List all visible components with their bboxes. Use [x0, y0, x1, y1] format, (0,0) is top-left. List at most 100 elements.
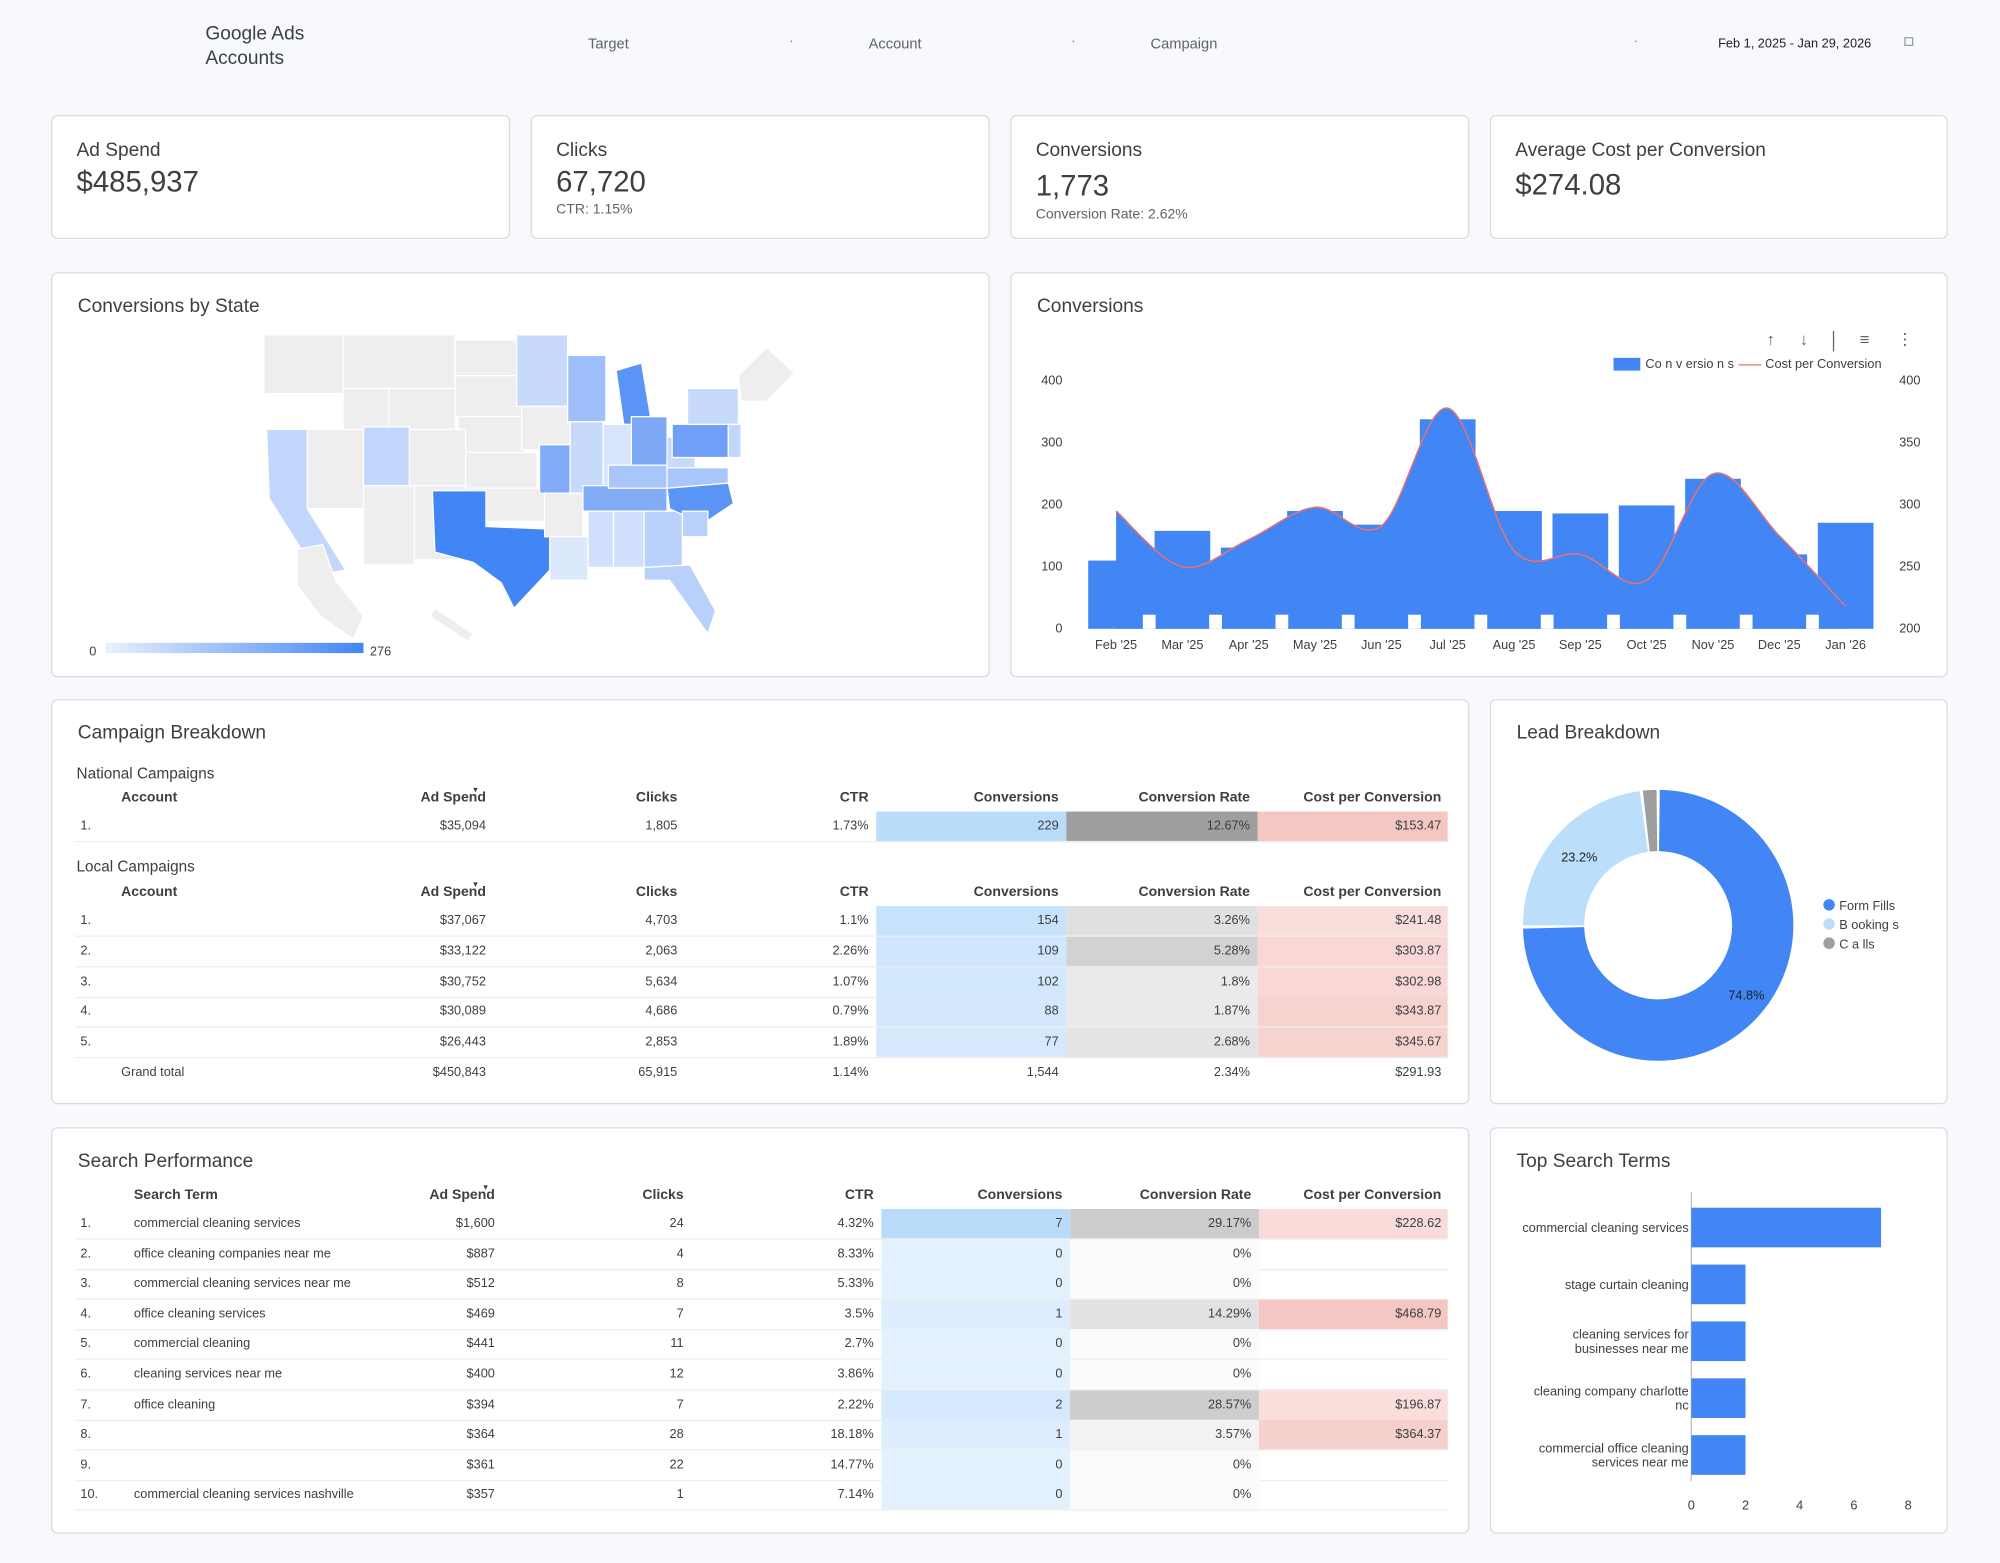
- state-utah: [362, 426, 411, 487]
- state-nebraska: [457, 415, 528, 454]
- filter-icon[interactable]: ≡: [1859, 329, 1870, 349]
- conversions-heat-cell: [881, 1480, 1071, 1510]
- cell-rate: 0%: [1232, 1337, 1252, 1352]
- row-divider: [75, 1026, 1448, 1029]
- state-illinois: [569, 421, 604, 494]
- date-calendar-icon[interactable]: [1904, 37, 1914, 47]
- cell-clicks: 1,805: [645, 819, 678, 834]
- sort-ascending-icon[interactable]: ↑: [1766, 329, 1775, 349]
- column-header-search-term: Search Term: [133, 1187, 218, 1203]
- map-legend-gradient: [105, 642, 364, 654]
- filter-campaign-dropdown-icon[interactable]: ·: [1633, 34, 1638, 48]
- date-range-picker[interactable]: Feb 1, 2025 - Jan 29, 2026: [1718, 37, 1872, 52]
- conversion-rate-heat-cell: [1066, 811, 1258, 843]
- state-montana: [342, 334, 456, 390]
- campaign-table: Account Ad Spend Clicks CTR Conversions Conve…: [52, 700, 1470, 1105]
- cell-ctr: 0.79%: [832, 1005, 869, 1020]
- cell-cost: $241.48: [1395, 913, 1442, 928]
- state-shapes: [263, 334, 796, 643]
- x-tick-label: Oct '25: [1627, 637, 1667, 652]
- x-tick-label: Jun '25: [1361, 637, 1402, 652]
- bar-gap: [1607, 614, 1620, 629]
- legend-label-conversions: Co n v ersio n s: [1645, 357, 1735, 372]
- cell-spend: $364: [466, 1427, 495, 1442]
- cell-cost: $468.79: [1395, 1307, 1442, 1322]
- grand-total-ctr: 1.14%: [832, 1065, 869, 1080]
- row-divider: [75, 1238, 1448, 1240]
- map-legend-min: 0: [89, 645, 97, 660]
- state-alabama: [612, 510, 645, 569]
- card-title: Conversions: [1036, 295, 1144, 317]
- more-options-icon[interactable]: ⋮: [1896, 329, 1914, 349]
- cell-clicks: 4,686: [645, 1005, 678, 1020]
- legend-label-cost: Cost per Conversion: [1765, 357, 1882, 372]
- cell-rate: 12.67%: [1206, 819, 1250, 834]
- sort-indicator-icon: ▾: [473, 785, 478, 795]
- kpi-label: Average Cost per Conversion: [1515, 139, 1766, 162]
- row-divider: [75, 1509, 1448, 1512]
- kpi-value: 1,773: [1035, 168, 1110, 202]
- x-tick-label: Jan '26: [1825, 637, 1866, 652]
- sort-descending-icon[interactable]: ↓: [1799, 329, 1809, 349]
- cell-rate: 3.57%: [1215, 1427, 1252, 1442]
- cell-conv: 0: [1055, 1276, 1063, 1292]
- conversions-heat-cell: [876, 936, 1067, 968]
- row-number: 1.: [80, 1216, 91, 1231]
- cell-conv: 0: [1055, 1367, 1063, 1382]
- conversions-combo-plot[interactable]: 0 100 200 300 400 200 250 300 350 400 Feb '25 Mar '…: [1011, 273, 1948, 678]
- conversions-heat-cell: [876, 966, 1067, 998]
- kpi-label: Ad Spend: [76, 139, 161, 162]
- row-divider: [75, 1298, 1448, 1300]
- us-choropleth-map[interactable]: [52, 273, 991, 678]
- cell-term: office cleaning: [133, 1397, 216, 1412]
- bar-gap: [1739, 614, 1753, 629]
- cell-ctr: 1.73%: [832, 819, 869, 834]
- filter-account-dropdown-icon[interactable]: ·: [1071, 34, 1076, 48]
- campaign-breakdown-card: Campaign Breakdown National Campaigns Lo…: [51, 699, 1470, 1105]
- cell-conv: 1: [1055, 1427, 1063, 1442]
- bar-gap: [1540, 614, 1554, 629]
- kpi-label: Clicks: [556, 139, 608, 162]
- row-number: 6.: [80, 1367, 91, 1382]
- column-header-conversion-rate: Conversion Rate: [1139, 1187, 1252, 1203]
- cost-heat-cell: [1257, 997, 1448, 1029]
- filter-target-dropdown-icon[interactable]: ·: [789, 34, 794, 48]
- state-ohio: [630, 415, 668, 469]
- conversions-heat-cell: [876, 1027, 1067, 1059]
- y-left-tick: 400: [1041, 373, 1062, 388]
- cell-spend: $37,067: [439, 913, 486, 928]
- conversions-heat-cell: [881, 1329, 1071, 1360]
- row-divider: [75, 840, 1448, 843]
- conversion-rate-heat-cell: [1070, 1208, 1259, 1239]
- cost-per-conversion-area: [1116, 407, 1846, 629]
- x-tick-label: Dec '25: [1758, 637, 1801, 652]
- report-title: Google Ads Accounts: [205, 22, 304, 71]
- row-divider: [75, 965, 1448, 968]
- top-search-terms-chart[interactable]: commercial cleaning services stage curtai…: [1491, 1128, 1949, 1534]
- y-right-tick: 350: [1899, 435, 1920, 450]
- search-term-bar: [1691, 1321, 1746, 1362]
- cell-conv: 1: [1055, 1307, 1063, 1322]
- grand-total-conv: 1,544: [1026, 1065, 1059, 1080]
- category-label: cleaning company charlotte: [1534, 1384, 1689, 1399]
- lead-breakdown-donut[interactable]: 74.8% 23.2% Form Fills B ooking s C a lls: [1491, 700, 1949, 1105]
- filter-campaign[interactable]: Campaign: [1150, 37, 1218, 53]
- cell-conv: 102: [1037, 974, 1059, 989]
- grand-total-clicks: 65,915: [638, 1065, 678, 1080]
- row-number: 7.: [80, 1397, 91, 1412]
- legend-label: C a lls: [1839, 936, 1874, 951]
- cell-ctr: 2.22%: [837, 1397, 874, 1412]
- column-header-account: Account: [121, 884, 178, 900]
- row-divider: [75, 1479, 1448, 1481]
- row-number: 4.: [80, 1005, 91, 1020]
- x-tick-label: 4: [1796, 1497, 1803, 1512]
- legend-swatch-cost: [1738, 364, 1762, 366]
- filter-account[interactable]: Account: [868, 37, 922, 53]
- cell-conv: 0: [1055, 1488, 1063, 1503]
- filter-target[interactable]: Target: [588, 37, 629, 53]
- legend-swatch: [1823, 899, 1835, 911]
- slice-label: 23.2%: [1561, 849, 1597, 864]
- cell-ctr: 18.18%: [830, 1427, 874, 1442]
- state-new-jersey: [727, 423, 742, 459]
- y-left-tick: 200: [1041, 497, 1062, 512]
